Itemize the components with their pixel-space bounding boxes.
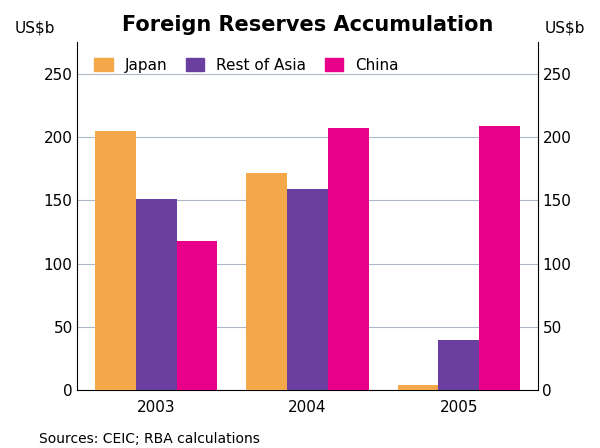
Bar	[176, 241, 217, 390]
Bar	[136, 199, 176, 390]
Bar	[246, 172, 287, 390]
Legend: Japan, Rest of Asia, China: Japan, Rest of Asia, China	[90, 53, 403, 78]
Bar	[398, 385, 439, 390]
Bar	[95, 131, 136, 390]
Bar	[328, 128, 369, 390]
Bar	[479, 126, 520, 390]
Text: US$b: US$b	[544, 20, 585, 35]
Text: US$b: US$b	[15, 20, 55, 35]
Bar	[439, 340, 479, 390]
Text: Sources: CEIC; RBA calculations: Sources: CEIC; RBA calculations	[39, 432, 260, 446]
Title: Foreign Reserves Accumulation: Foreign Reserves Accumulation	[122, 15, 493, 35]
Bar	[287, 189, 328, 390]
